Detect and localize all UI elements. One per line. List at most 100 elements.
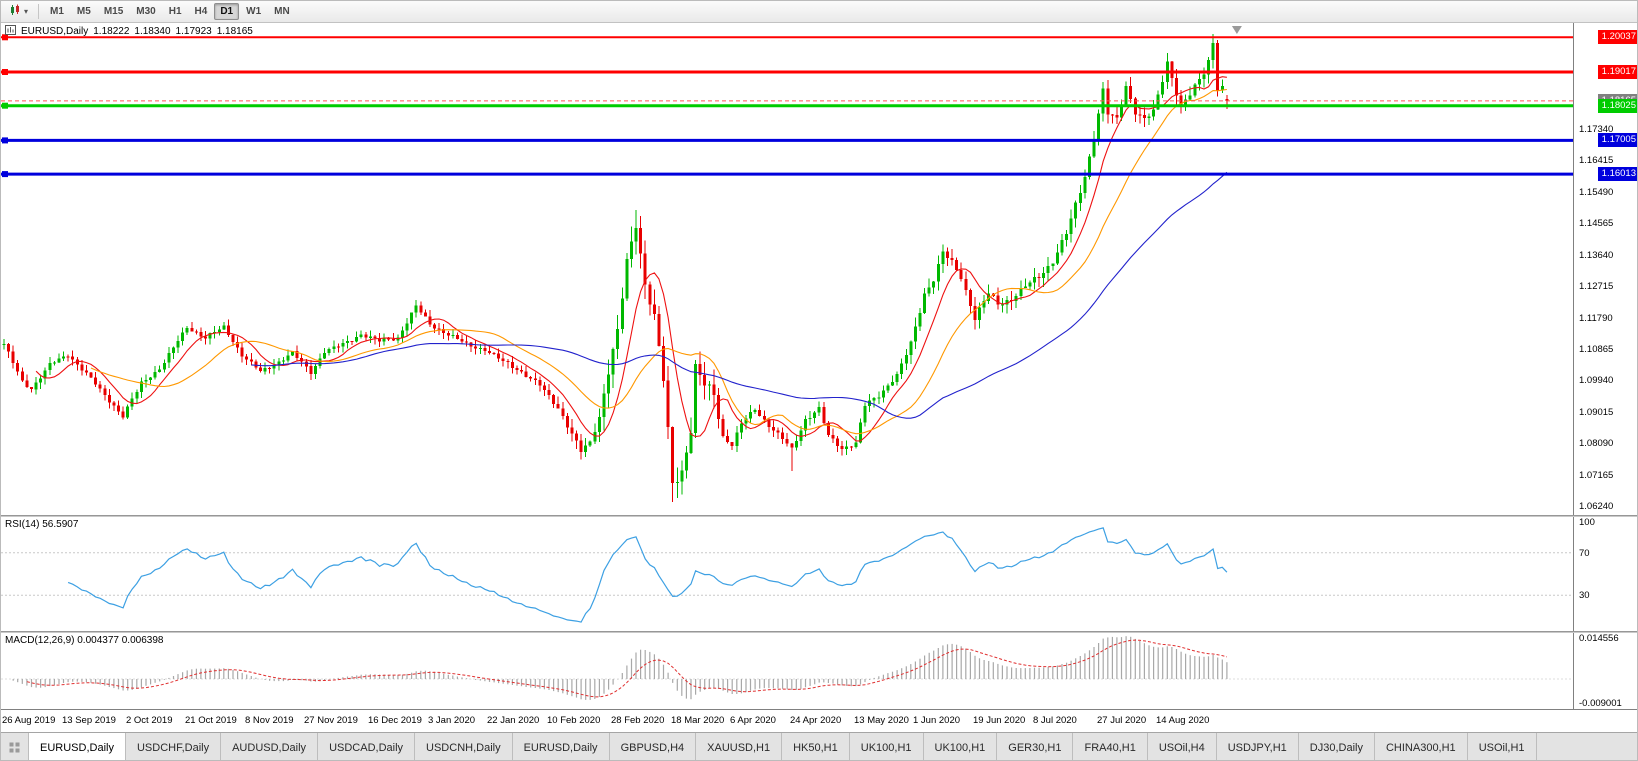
chart-title: EURUSD,Daily 1.18222 1.18340 1.17923 1.1… <box>5 25 253 38</box>
symbol-period-label: EURUSD,Daily <box>21 26 89 37</box>
price-tick: 1.12715 <box>1579 281 1614 292</box>
chart-tab[interactable]: USOil,H4 <box>1147 733 1217 760</box>
rsi-axis: 100 70 30 <box>1573 517 1637 631</box>
price-tick: 1.10865 <box>1579 344 1614 355</box>
timeframe-button-m1[interactable]: M1 <box>50 6 64 17</box>
price-tick: 1.09015 <box>1579 407 1614 418</box>
date-label: 2 Oct 2019 <box>126 715 173 726</box>
price-tick: 1.16415 <box>1579 155 1614 166</box>
chart-type-button[interactable]: ▾ <box>5 3 33 21</box>
macd-header: MACD(12,26,9) 0.004377 0.006398 <box>5 635 163 646</box>
chart-tab[interactable]: AUDUSD,Daily <box>221 733 319 760</box>
pane-splitter[interactable] <box>1 515 1637 517</box>
chart-tab[interactable]: HK50,H1 <box>782 733 850 760</box>
chart-windows-icon[interactable] <box>1 733 29 760</box>
price-level-badge: 1.19017 <box>1597 65 1637 79</box>
macd-canvas <box>1 636 1573 700</box>
date-label: 16 Dec 2019 <box>368 715 422 726</box>
macd-axis: 0.014556 -0.009001 <box>1573 633 1637 709</box>
rsi-axis-label: 70 <box>1579 548 1590 559</box>
price-level-badge: 1.16013 <box>1597 167 1637 181</box>
price-level-badge: 1.17005 <box>1597 133 1637 147</box>
chart-tab[interactable]: USDCHF,Daily <box>125 733 222 760</box>
price-tick: 1.13640 <box>1579 250 1614 261</box>
chevron-down-icon: ▾ <box>24 6 29 16</box>
chart-tab[interactable]: CHINA300,H1 <box>1374 733 1468 760</box>
chart-tab[interactable]: GER30,H1 <box>997 733 1074 760</box>
pane-splitter[interactable] <box>1 631 1637 633</box>
date-label: 8 Jul 2020 <box>1033 715 1077 726</box>
date-label: 26 Aug 2019 <box>2 715 56 726</box>
date-label: 3 Jan 2020 <box>428 715 476 726</box>
timeframe-button-h1[interactable]: H1 <box>168 6 182 17</box>
price-tick: 1.15490 <box>1579 187 1614 198</box>
price-tick: 1.11790 <box>1579 313 1613 324</box>
price-tick: 1.17340 <box>1579 124 1614 135</box>
rsi-canvas <box>1 527 1573 623</box>
timeframe-button-m30[interactable]: M30 <box>136 6 156 17</box>
chart-tab[interactable]: EURUSD,Daily <box>29 733 126 760</box>
chart-tab[interactable]: USOil,H1 <box>1467 733 1537 760</box>
price-level-badge: 1.20037 <box>1597 30 1637 44</box>
date-label: 1 Jun 2020 <box>913 715 961 726</box>
price-tick: 1.06240 <box>1579 501 1614 512</box>
macd-pane: MACD(12,26,9) 0.004377 0.006398 0.014556… <box>1 633 1637 709</box>
rsi-axis-label: 100 <box>1579 517 1595 528</box>
price-tick: 1.14565 <box>1579 218 1614 229</box>
price-level-badge: 1.18025 <box>1597 99 1637 113</box>
ohlc-low: 1.17923 <box>175 26 212 37</box>
price-axis[interactable]: 1.17340 1.16415 1.15490 1.14565 1.13640 1.127… <box>1573 23 1637 515</box>
ohlc-open: 1.18222 <box>93 26 130 37</box>
chart-tab[interactable]: GBPUSD,H4 <box>609 733 697 760</box>
date-label: 10 Feb 2020 <box>547 715 601 726</box>
chart-tab[interactable]: USDCAD,Daily <box>318 733 416 760</box>
macd-axis-label: 0.014556 <box>1579 633 1619 644</box>
macd-axis-label: -0.009001 <box>1579 698 1622 709</box>
price-tick: 1.07165 <box>1579 470 1614 481</box>
chart-window-icon <box>5 25 16 38</box>
date-label: 22 Jan 2020 <box>487 715 540 726</box>
timeframe-button-m5[interactable]: M5 <box>76 6 91 17</box>
date-label: 13 May 2020 <box>854 715 909 726</box>
chart-tab[interactable]: UK100,H1 <box>923 733 998 760</box>
rsi-header: RSI(14) 56.5907 <box>5 519 78 530</box>
rsi-header-label: RSI(14) 56.5907 <box>5 519 79 530</box>
chart-tab-bar: EURUSD,Daily USDCHF,Daily AUDUSD,Daily USDC… <box>1 732 1637 760</box>
ohlc-close: 1.18165 <box>216 26 253 37</box>
date-label: 21 Oct 2019 <box>185 715 237 726</box>
date-label: 19 Jun 2020 <box>973 715 1026 726</box>
chart-tab[interactable]: DJ30,Daily <box>1298 733 1375 760</box>
ohlc-high: 1.18340 <box>134 26 171 37</box>
timeframe-button-h4[interactable]: H4 <box>194 6 208 17</box>
date-label: 14 Aug 2020 <box>1156 715 1210 726</box>
timeframe-button-mn[interactable]: MN <box>274 6 290 17</box>
chart-tab[interactable]: FRA40,H1 <box>1073 733 1148 760</box>
timeframe-button-d1[interactable]: D1 <box>214 3 240 20</box>
timeframe-button-w1[interactable]: W1 <box>246 6 262 17</box>
date-label: 28 Feb 2020 <box>611 715 665 726</box>
chart-tab[interactable]: UK100,H1 <box>849 733 924 760</box>
chart-tab[interactable]: EURUSD,Daily <box>512 733 610 760</box>
price-tick: 1.08090 <box>1579 438 1614 449</box>
chart-tab[interactable]: USDCNH,Daily <box>415 733 513 760</box>
toolbar: ▾ M1 M5 M15 M30 H1 H4 D1 W1 MN <box>1 1 1637 23</box>
price-tick: 1.09940 <box>1579 375 1614 386</box>
rsi-pane: RSI(14) 56.5907 100 70 30 <box>1 517 1637 631</box>
main-chart-pane: EURUSD,Daily 1.18222 1.18340 1.17923 1.1… <box>1 23 1637 515</box>
date-label: 27 Jul 2020 <box>1097 715 1147 726</box>
date-axis[interactable]: 26 Aug 2019 13 Sep 2019 2 Oct 2019 21 Oct 2… <box>1 709 1637 732</box>
timeframe-toolbar: M1 M5 M15 M30 H1 H4 D1 W1 MN <box>44 3 296 20</box>
chart-tab[interactable]: XAUUSD,H1 <box>696 733 783 760</box>
chart-tab[interactable]: USDJPY,H1 <box>1216 733 1299 760</box>
toolbar-separator <box>38 4 40 19</box>
date-label: 27 Nov 2019 <box>304 715 358 726</box>
timeframe-button-m15[interactable]: M15 <box>103 6 124 17</box>
date-label: 8 Nov 2019 <box>245 715 294 726</box>
macd-header-label: MACD(12,26,9) 0.004377 0.006398 <box>5 635 164 646</box>
rsi-axis-label: 30 <box>1579 590 1590 601</box>
date-label: 24 Apr 2020 <box>790 715 842 726</box>
main-chart-canvas[interactable] <box>1 23 1573 515</box>
date-label: 6 Apr 2020 <box>730 715 776 726</box>
candlestick-chart-icon <box>10 3 22 21</box>
